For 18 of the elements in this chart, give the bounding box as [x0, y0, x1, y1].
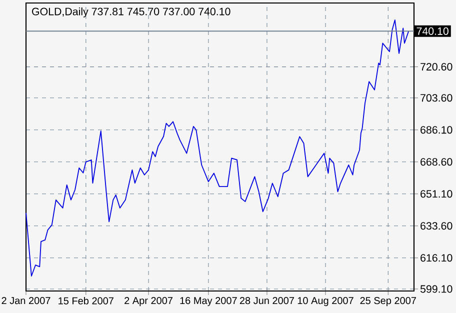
y-tick-label: 720.60: [420, 63, 452, 71]
y-tick-label: 616.10: [420, 254, 452, 262]
x-tick-label: 15 Feb 2007: [58, 297, 114, 304]
x-tick-label: 2 Apr 2007: [124, 297, 172, 306]
line-series: [26, 20, 410, 276]
x-tick-label: 16 May 2007: [180, 297, 237, 306]
chart-title: GOLD,Daily 737.81 745.70 737.00 740.10: [32, 7, 230, 18]
y-tick-label: 686.10: [420, 126, 452, 134]
y-tick-label: 703.60: [420, 94, 452, 102]
y-tick-label: 651.10: [420, 190, 452, 198]
y-tick-label: 633.60: [420, 222, 452, 230]
y-tick-label: 599.10: [420, 285, 452, 293]
x-tick-label: 28 Jun 2007: [240, 297, 294, 304]
x-tick-label: 10 Aug 2007: [298, 297, 354, 306]
x-tick-label: 2 Jan 2007: [2, 297, 50, 304]
ref-line-label: 740.10: [416, 27, 448, 35]
y-tick-label: 668.60: [420, 158, 452, 166]
x-tick-label: 25 Sep 2007: [360, 297, 416, 306]
